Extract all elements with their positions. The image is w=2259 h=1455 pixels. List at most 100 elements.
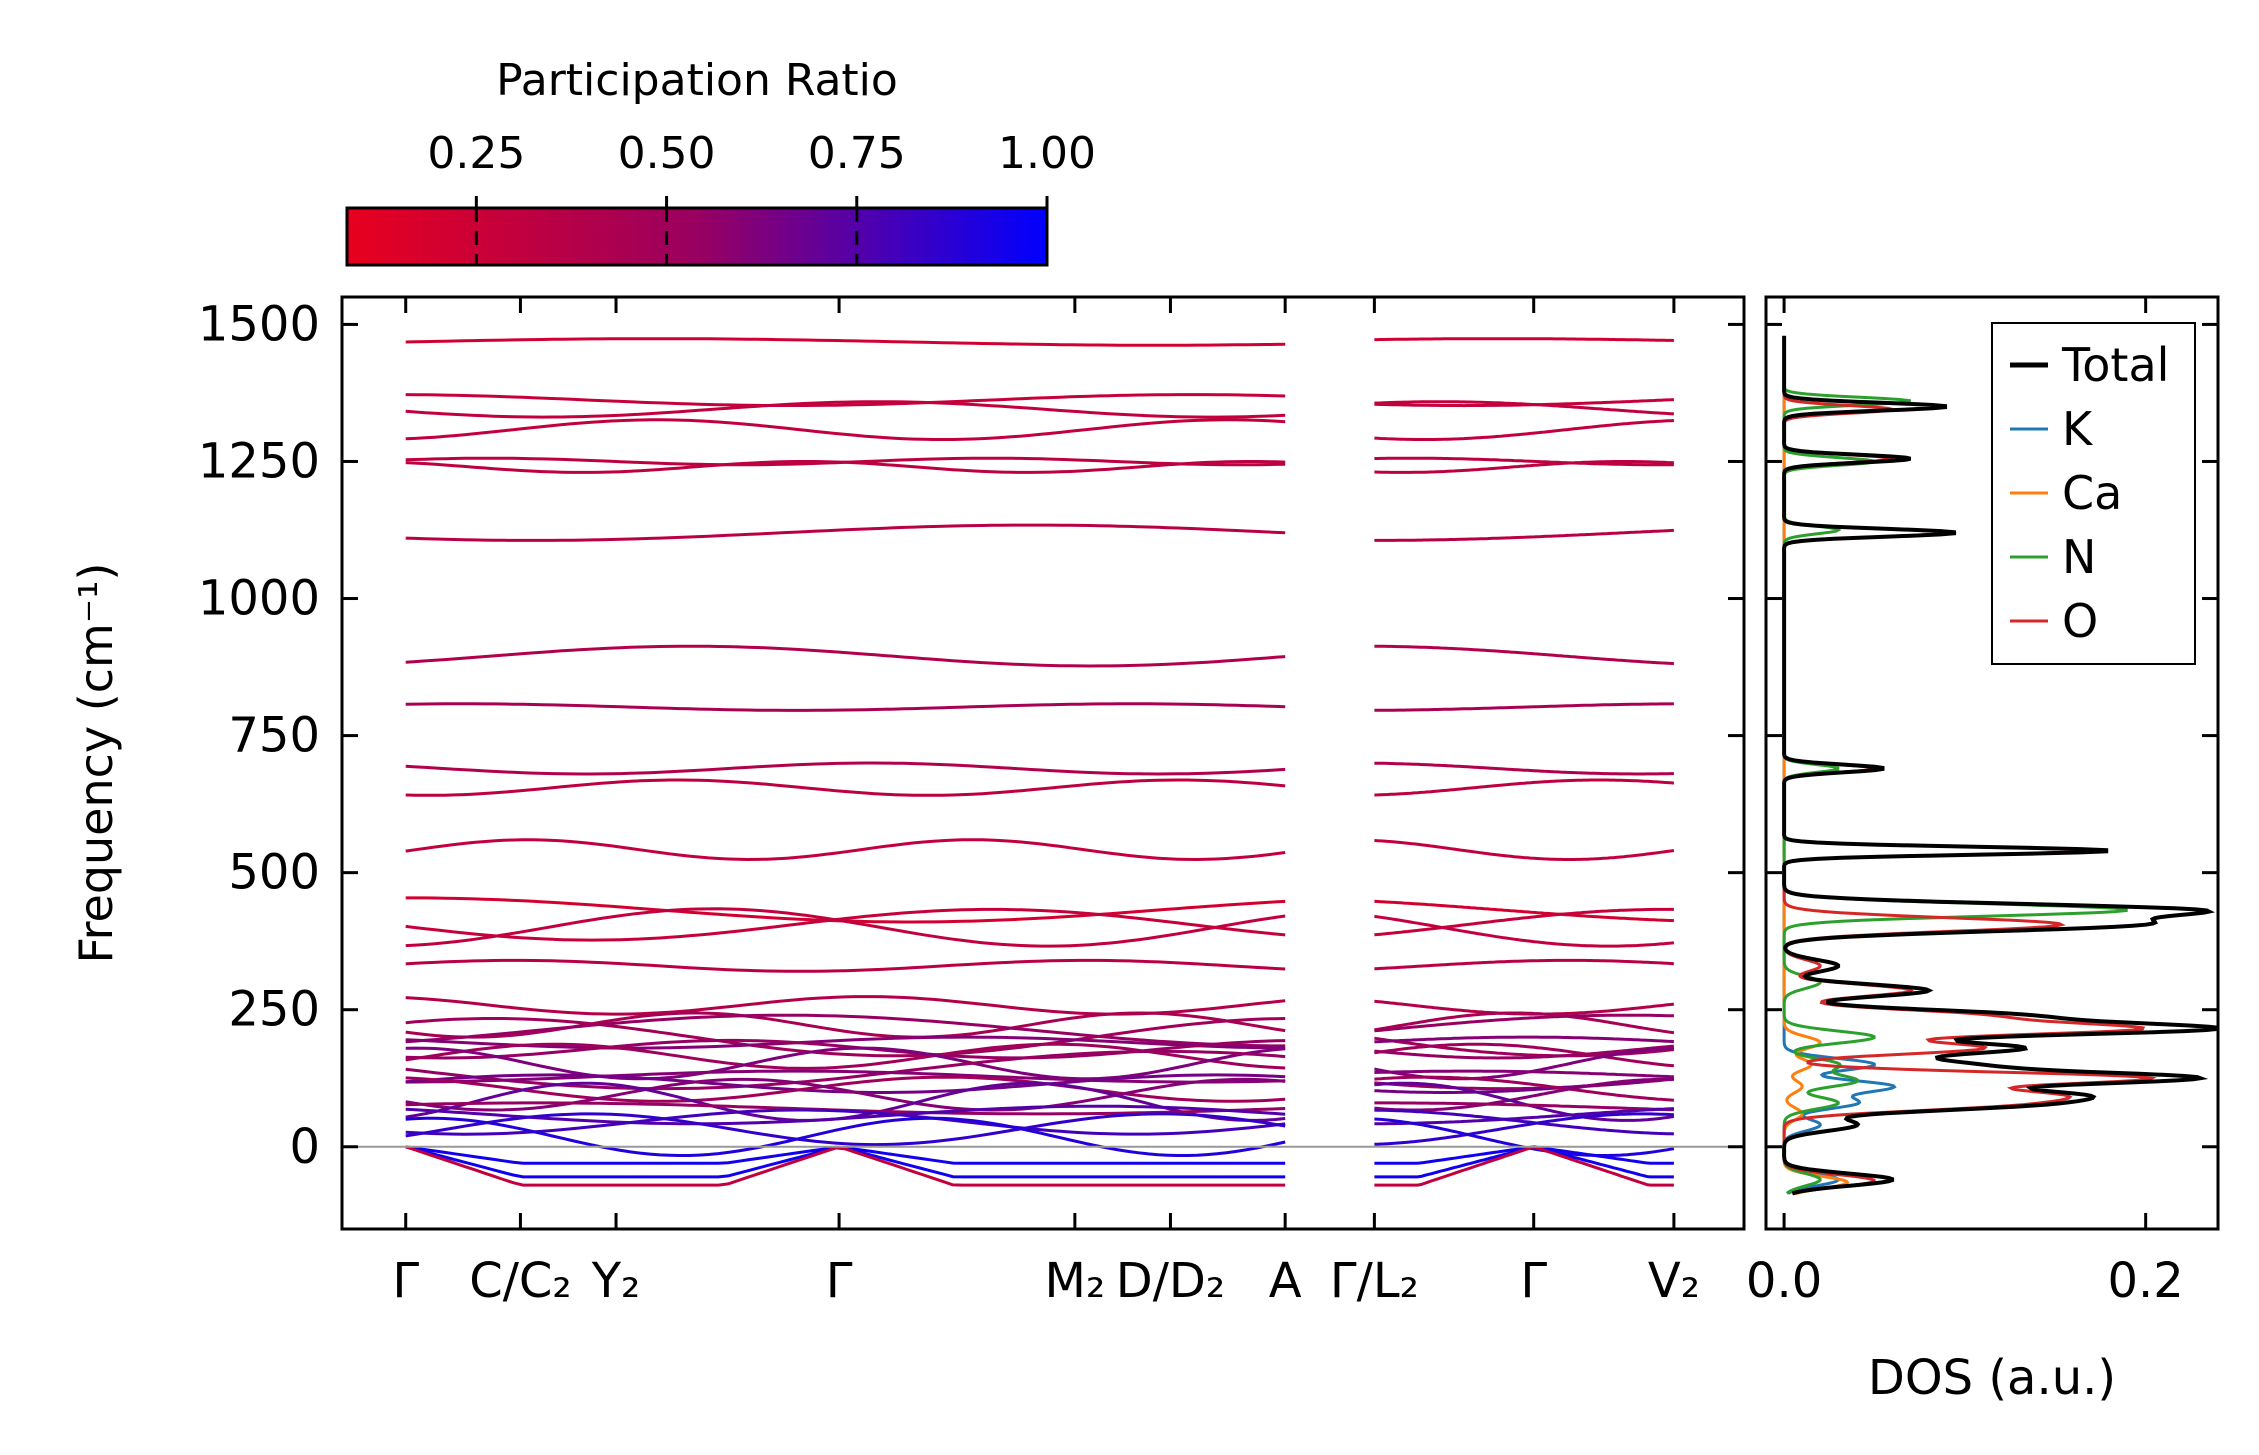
colorbar: Participation Ratio 0.25 0.50 0.75 1.00 <box>345 55 1096 267</box>
band-line <box>405 1145 1286 1187</box>
band-line <box>405 337 1286 347</box>
x-tick-label: A <box>1269 1253 1302 1309</box>
band-line <box>405 838 1286 862</box>
band-line <box>405 644 1286 668</box>
band-line <box>1374 839 1675 861</box>
dos-x-tick-label: 0.0 <box>1746 1253 1822 1309</box>
dos-panel-frame <box>1764 295 2220 1231</box>
colorbar-ticks: 0.25 0.50 0.75 1.00 <box>427 128 1096 265</box>
dos-legend: Total K Ca NO <box>1991 322 2196 665</box>
band-y-axis: 0 250 500 750 1000 1250 1500 <box>198 296 1744 1175</box>
band-line <box>405 1017 1286 1058</box>
band-line <box>1374 1011 1675 1035</box>
band-line <box>405 1077 1286 1112</box>
legend-frame <box>1991 322 2196 665</box>
y-tick-label: 750 <box>228 708 320 764</box>
band-line <box>1374 1035 1674 1044</box>
band-line <box>405 1046 1286 1081</box>
band-line <box>1374 528 1674 542</box>
band-line <box>1374 1145 1674 1187</box>
band-line <box>405 460 1286 474</box>
band-panel-frame <box>340 295 1746 1231</box>
dos-series-total <box>1782 335 2218 1196</box>
legend-entries: Total K Ca NO <box>2010 338 2169 648</box>
band-line <box>1374 1013 1674 1033</box>
band-line <box>405 1075 1286 1103</box>
band-line <box>1374 419 1674 441</box>
band-x-axis: Γ C/C₂ Y₂ Γ M₂ D/D₂ A Γ/L₂ Γ V₂ <box>392 297 1700 1309</box>
colorbar-tick-label: 0.25 <box>427 128 525 179</box>
colorbar-tick-label: 0.50 <box>618 128 716 179</box>
band-line <box>405 702 1286 712</box>
dos-x-label: DOS (a.u.) <box>1868 1350 2116 1406</box>
colorbar-tick-label: 0.75 <box>808 128 906 179</box>
legend-label-n: N <box>2062 530 2096 584</box>
band-line <box>1374 761 1674 776</box>
band-y-label: Frequency (cm⁻¹) <box>69 563 123 964</box>
legend-label-o: O <box>2062 594 2098 648</box>
x-tick-label: M₂ <box>1045 1253 1106 1309</box>
band-line <box>1374 958 1674 971</box>
band-line <box>1374 1077 1674 1112</box>
band-line <box>405 418 1286 441</box>
legend-label-k: K <box>2062 402 2094 456</box>
band-line <box>1374 778 1675 797</box>
band-line <box>1374 702 1674 712</box>
legend-label-total: Total <box>2061 338 2169 392</box>
y-tick-label: 0 <box>289 1119 320 1175</box>
x-tick-label: Γ <box>392 1253 419 1309</box>
colorbar-tick-label: 1.00 <box>998 128 1096 179</box>
band-line <box>405 958 1286 973</box>
band-line <box>1374 1112 1674 1146</box>
band-line <box>1374 1075 1674 1102</box>
legend-label-ca: Ca <box>2062 466 2122 520</box>
band-line <box>405 1069 1286 1084</box>
y-tick-label: 500 <box>228 845 320 901</box>
band-line <box>405 1116 1286 1157</box>
band-line <box>1374 1042 1675 1068</box>
colorbar-title: Participation Ratio <box>496 55 898 106</box>
x-tick-label: V₂ <box>1648 1253 1700 1309</box>
band-line <box>1374 1108 1674 1136</box>
band-line <box>405 523 1286 542</box>
band-line <box>405 778 1286 797</box>
band-panel: 0 250 500 750 1000 1250 1500 Γ C/C₂ Y₂ Γ M₂ D/D₂ A Γ/… <box>69 295 1746 1309</box>
band-line <box>405 907 1286 942</box>
x-tick-label: Γ/L₂ <box>1330 1253 1419 1309</box>
band-line <box>1374 1107 1674 1126</box>
band-line <box>405 761 1286 776</box>
dos-lines <box>1782 335 2218 1196</box>
band-line <box>1374 899 1674 923</box>
band-line <box>1374 337 1674 342</box>
band-line <box>1374 456 1674 467</box>
band-line <box>1374 1069 1674 1079</box>
band-line <box>405 393 1286 407</box>
x-tick-label: Γ <box>1520 1253 1547 1309</box>
y-tick-label: 1000 <box>198 571 320 627</box>
band-line <box>405 907 1286 948</box>
band-line <box>1374 644 1674 666</box>
band-lines <box>405 337 1675 1187</box>
x-tick-label: Y₂ <box>591 1253 641 1309</box>
band-line <box>405 995 1286 1016</box>
band-line <box>1374 1044 1675 1060</box>
band-line <box>1374 460 1674 474</box>
dos-panel: 0.0 0.2 DOS (a.u.) Total K Ca NO <box>1746 295 2220 1406</box>
dos-x-tick-label: 0.2 <box>2108 1253 2184 1309</box>
y-tick-label: 1250 <box>198 433 320 489</box>
band-line <box>1374 907 1674 937</box>
band-line <box>405 1112 1286 1147</box>
x-tick-label: Γ <box>826 1253 853 1309</box>
band-line <box>405 1073 1286 1094</box>
x-tick-label: D/D₂ <box>1116 1253 1225 1309</box>
y-tick-label: 250 <box>228 982 320 1038</box>
band-line <box>1374 400 1674 416</box>
band-line <box>405 1035 1286 1050</box>
y-tick-label: 1500 <box>198 296 320 352</box>
band-line <box>405 400 1286 419</box>
band-line <box>1374 914 1675 948</box>
band-line <box>405 1108 1286 1136</box>
band-line <box>405 1013 1286 1048</box>
dos-axes: 0.0 0.2 <box>1746 297 2218 1309</box>
